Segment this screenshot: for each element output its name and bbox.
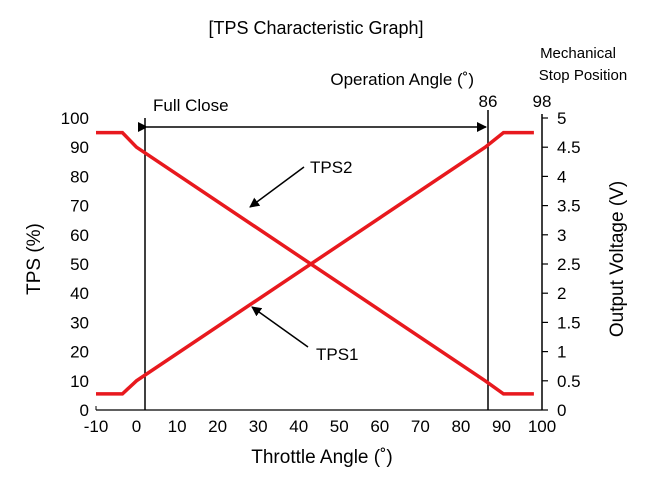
marker-98-label: 98 xyxy=(533,92,552,111)
x-tick-label: 70 xyxy=(411,417,430,436)
x-tick-label: 80 xyxy=(451,417,470,436)
x-tick-labels: -10 0 10 20 30 40 50 60 70 80 90 100 xyxy=(84,417,556,436)
x-tick-label: 90 xyxy=(492,417,511,436)
tps2-line xyxy=(96,130,534,396)
x-tick-label: -10 xyxy=(84,417,109,436)
y-left-tick-label: 60 xyxy=(70,226,89,245)
y-left-tick-label: 40 xyxy=(70,284,89,303)
y-right-tick-label: 3.5 xyxy=(557,197,581,216)
y-right-tick-label: 4 xyxy=(557,167,566,186)
x-tick-label: 0 xyxy=(132,417,141,436)
x-tick-label: 20 xyxy=(208,417,227,436)
y-right-tick-label: 2 xyxy=(557,284,566,303)
y-left-axis-label: TPS (%) xyxy=(24,223,45,295)
tps1-callout-arrow xyxy=(251,306,309,348)
marker-86-label: 86 xyxy=(479,92,498,111)
y-left-tick-labels: 0 10 20 30 40 50 60 70 80 90 100 xyxy=(61,109,89,420)
chart-title: [TPS Characteristic Graph] xyxy=(208,18,423,38)
y-right-tick-label: 2.5 xyxy=(557,255,581,274)
y-right-tick-label: 3 xyxy=(557,226,566,245)
y-left-tick-label: 10 xyxy=(70,372,89,391)
x-tick-label: 60 xyxy=(370,417,389,436)
operation-angle-label: Operation Angle (˚) xyxy=(330,70,474,89)
x-axis-label: Throttle Angle (˚) xyxy=(251,447,393,468)
mechanical-label: Mechanical xyxy=(540,45,616,62)
x-tick-label: 10 xyxy=(168,417,187,436)
y-right-tick-label: 5 xyxy=(557,109,566,128)
y-right-tick-label: 1.5 xyxy=(557,313,581,332)
x-tick-label: 50 xyxy=(330,417,349,436)
y-left-tick-label: 80 xyxy=(70,167,89,186)
y-right-axis-label: Output Voltage (V) xyxy=(607,181,628,337)
tps2-callout-arrow xyxy=(249,166,305,208)
tps2-label: TPS2 xyxy=(310,158,353,177)
x-tick-label: 30 xyxy=(249,417,268,436)
y-right-tick-label: 0 xyxy=(557,401,566,420)
tps1-label: TPS1 xyxy=(316,345,359,364)
y-right-tick-label: 0.5 xyxy=(557,372,581,391)
y-left-tick-label: 70 xyxy=(70,197,89,216)
y-right-tick-labels: 0 0.5 1 1.5 2 2.5 3 3.5 4 4.5 5 xyxy=(542,109,581,420)
x-tick-label: 40 xyxy=(289,417,308,436)
y-right-tick-label: 4.5 xyxy=(557,138,581,157)
y-right-tick-label: 1 xyxy=(557,343,566,362)
x-tick-label: 100 xyxy=(528,417,556,436)
y-left-tick-label: 90 xyxy=(70,138,89,157)
full-close-label: Full Close xyxy=(153,96,229,115)
y-left-tick-label: 20 xyxy=(70,343,89,362)
y-left-tick-label: 100 xyxy=(61,109,89,128)
y-left-tick-label: 30 xyxy=(70,313,89,332)
y-left-tick-label: 50 xyxy=(70,255,89,274)
stop-position-label: Stop Position xyxy=(539,67,627,84)
y-left-tick-label: 0 xyxy=(80,401,89,420)
